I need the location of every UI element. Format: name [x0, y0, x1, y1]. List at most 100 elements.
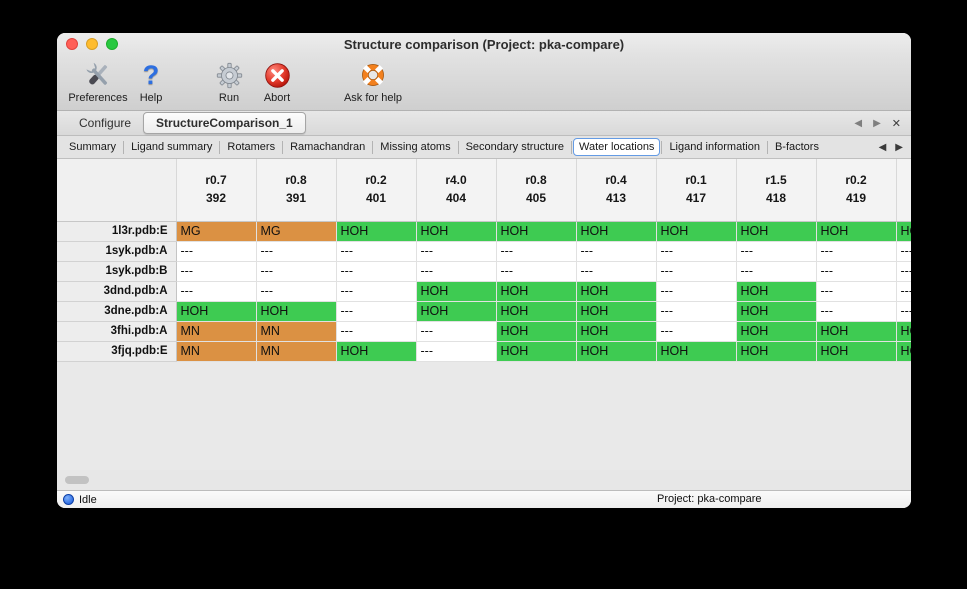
cell-water[interactable]: HOH — [656, 221, 737, 242]
cell-water[interactable]: HOH — [816, 321, 897, 342]
column-header-391[interactable]: r0.8 391 — [256, 159, 337, 222]
cell-water[interactable]: HOH — [336, 221, 417, 242]
ask-for-help-button[interactable]: Ask for help — [331, 59, 415, 104]
zoom-window-button[interactable] — [106, 38, 118, 50]
column-header-clipped[interactable] — [896, 159, 911, 222]
column-header-413[interactable]: r0.4 413 — [576, 159, 657, 222]
cell-none[interactable]: --- — [896, 281, 911, 302]
subtab-secondary-structure[interactable]: Secondary structure — [465, 141, 565, 153]
cell-none[interactable]: --- — [816, 241, 897, 262]
column-header-401[interactable]: r0.2 401 — [336, 159, 417, 222]
subtab-ligand-summary[interactable]: Ligand summary — [131, 141, 213, 153]
row-label-3dnd-pdb-a[interactable]: 3dnd.pdb:A — [57, 281, 177, 302]
abort-button[interactable]: Abort — [253, 59, 301, 104]
cell-none[interactable]: --- — [256, 241, 337, 262]
cell-none[interactable]: --- — [416, 321, 497, 342]
cell-water[interactable]: HOH — [736, 281, 817, 302]
cell-none[interactable]: --- — [176, 241, 257, 262]
cell-metal[interactable]: MN — [256, 341, 337, 362]
cell-water[interactable]: HOH — [656, 341, 737, 362]
cell-none[interactable]: --- — [416, 241, 497, 262]
tab-forward-icon[interactable]: ▶ — [873, 117, 881, 129]
cell-none[interactable]: --- — [736, 261, 817, 282]
cell-water[interactable]: HOH — [896, 221, 911, 242]
subtab-back-icon[interactable]: ◀ — [878, 141, 887, 153]
cell-none[interactable]: --- — [576, 261, 657, 282]
cell-none[interactable]: --- — [256, 261, 337, 282]
cell-none[interactable]: --- — [336, 261, 417, 282]
cell-none[interactable]: --- — [496, 241, 577, 262]
row-label-3dne-pdb-a[interactable]: 3dne.pdb:A — [57, 301, 177, 322]
subtab-summary[interactable]: Summary — [69, 141, 117, 153]
cell-none[interactable]: --- — [656, 301, 737, 322]
help-button[interactable]: ? Help — [131, 59, 171, 104]
cell-water[interactable]: HOH — [416, 221, 497, 242]
cell-water[interactable]: HOH — [896, 341, 911, 362]
cell-none[interactable]: --- — [256, 281, 337, 302]
subtab-forward-icon[interactable]: ▶ — [895, 141, 903, 153]
cell-metal[interactable]: MG — [176, 221, 257, 242]
column-header-405[interactable]: r0.8 405 — [496, 159, 577, 222]
titlebar[interactable]: Structure comparison (Project: pka-compa… — [57, 33, 911, 55]
cell-water[interactable]: HOH — [816, 221, 897, 242]
cell-water[interactable]: HOH — [176, 301, 257, 322]
cell-water[interactable]: HOH — [496, 341, 577, 362]
cell-none[interactable]: --- — [656, 241, 737, 262]
cell-none[interactable]: --- — [656, 281, 737, 302]
cell-water[interactable]: HOH — [576, 341, 657, 362]
cell-water[interactable]: HOH — [736, 301, 817, 322]
cell-water[interactable]: HOH — [576, 321, 657, 342]
close-window-button[interactable] — [66, 38, 78, 50]
cell-water[interactable]: HOH — [896, 321, 911, 342]
cell-none[interactable]: --- — [336, 301, 417, 322]
cell-none[interactable]: --- — [416, 341, 497, 362]
row-label-3fjq-pdb-e[interactable]: 3fjq.pdb:E — [57, 341, 177, 362]
cell-water[interactable]: HOH — [256, 301, 337, 322]
cell-none[interactable]: --- — [416, 261, 497, 282]
cell-none[interactable]: --- — [656, 261, 737, 282]
column-header-418[interactable]: r1.5 418 — [736, 159, 817, 222]
cell-water[interactable]: HOH — [496, 281, 577, 302]
cell-water[interactable]: HOH — [816, 341, 897, 362]
cell-none[interactable]: --- — [576, 241, 657, 262]
cell-water[interactable]: HOH — [736, 321, 817, 342]
cell-metal[interactable]: MG — [256, 221, 337, 242]
cell-none[interactable]: --- — [896, 261, 911, 282]
cell-metal[interactable]: MN — [176, 341, 257, 362]
cell-water[interactable]: HOH — [416, 301, 497, 322]
preferences-button[interactable]: Preferences — [65, 59, 131, 104]
cell-none[interactable]: --- — [896, 301, 911, 322]
cell-water[interactable]: HOH — [496, 301, 577, 322]
subtab-ligand-information[interactable]: Ligand information — [669, 141, 760, 153]
cell-water[interactable]: HOH — [496, 221, 577, 242]
row-label-1syk-pdb-b[interactable]: 1syk.pdb:B — [57, 261, 177, 282]
tab-close-icon[interactable]: ✕ — [891, 117, 901, 130]
row-label-3fhi-pdb-a[interactable]: 3fhi.pdb:A — [57, 321, 177, 342]
cell-none[interactable]: --- — [736, 241, 817, 262]
row-label-1l3r-pdb-e[interactable]: 1l3r.pdb:E — [57, 221, 177, 242]
cell-water[interactable]: HOH — [416, 281, 497, 302]
cell-water[interactable]: HOH — [736, 221, 817, 242]
horizontal-scrollbar[interactable] — [57, 470, 911, 490]
cell-water[interactable]: HOH — [736, 341, 817, 362]
column-header-404[interactable]: r4.0 404 — [416, 159, 497, 222]
cell-none[interactable]: --- — [816, 261, 897, 282]
cell-metal[interactable]: MN — [256, 321, 337, 342]
cell-none[interactable]: --- — [656, 321, 737, 342]
column-header-392[interactable]: r0.7 392 — [176, 159, 257, 222]
cell-none[interactable]: --- — [816, 281, 897, 302]
subtab-ramachandran[interactable]: Ramachandran — [290, 141, 366, 153]
tab-back-icon[interactable]: ◀ — [854, 117, 863, 129]
cell-none[interactable]: --- — [896, 241, 911, 262]
row-label-1syk-pdb-a[interactable]: 1syk.pdb:A — [57, 241, 177, 262]
subtab-rotamers[interactable]: Rotamers — [227, 141, 276, 153]
cell-water[interactable]: HOH — [496, 321, 577, 342]
cell-none[interactable]: --- — [816, 301, 897, 322]
horizontal-scrollbar-thumb[interactable] — [65, 476, 89, 484]
cell-none[interactable]: --- — [336, 321, 417, 342]
cell-none[interactable]: --- — [336, 241, 417, 262]
subtab-b-factors[interactable]: B-factors — [774, 141, 819, 153]
tab-structurecomparison-1[interactable]: StructureComparison_1 — [143, 112, 306, 134]
subtab-water-locations[interactable]: Water locations — [573, 138, 661, 156]
cell-water[interactable]: HOH — [576, 281, 657, 302]
